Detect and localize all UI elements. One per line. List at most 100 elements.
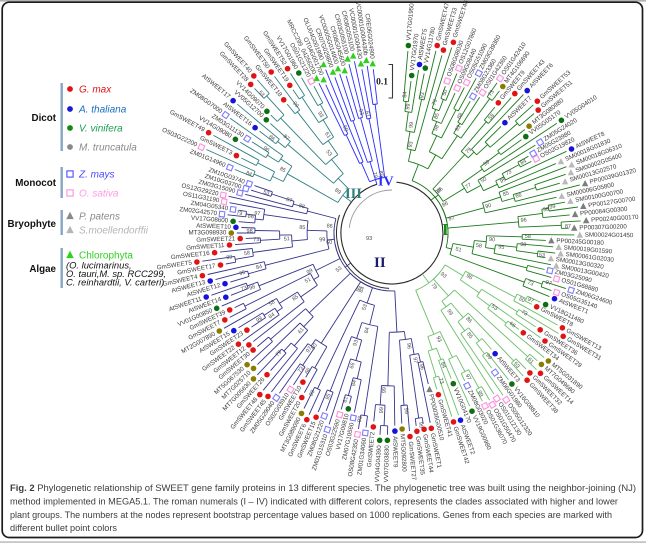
svg-text:SM00024G01450: SM00024G01450 (585, 232, 634, 240)
svg-text:61: 61 (363, 111, 370, 118)
svg-text:61: 61 (323, 131, 331, 139)
svg-text:V. vinifera: V. vinifera (79, 124, 123, 135)
svg-text:53: 53 (490, 304, 498, 312)
svg-text:99: 99 (445, 308, 453, 316)
svg-text:73: 73 (253, 237, 259, 243)
svg-text:95: 95 (239, 270, 247, 277)
svg-text:84: 84 (245, 170, 253, 178)
svg-text:I: I (442, 220, 449, 239)
svg-text:87: 87 (282, 134, 291, 143)
svg-text:95: 95 (325, 393, 333, 401)
svg-text:97: 97 (526, 297, 534, 305)
svg-text:50: 50 (311, 343, 319, 351)
svg-text:66: 66 (304, 367, 312, 375)
svg-text:58: 58 (433, 124, 441, 132)
svg-text:96: 96 (405, 343, 412, 350)
svg-text:99: 99 (402, 408, 408, 415)
svg-text:73: 73 (297, 366, 305, 374)
svg-text:99: 99 (306, 268, 314, 276)
svg-text:53: 53 (257, 90, 266, 99)
svg-text:GmSWEET27: GmSWEET27 (407, 441, 417, 481)
svg-text:93: 93 (366, 236, 372, 242)
svg-text:86: 86 (267, 134, 276, 142)
svg-text:97: 97 (448, 215, 455, 222)
svg-text:84: 84 (439, 361, 447, 369)
svg-text:61: 61 (342, 396, 349, 403)
svg-text:84: 84 (402, 91, 409, 98)
svg-text:88: 88 (456, 112, 464, 120)
svg-text:0.1: 0.1 (376, 78, 388, 88)
svg-text:53: 53 (361, 304, 369, 312)
svg-text:93: 93 (357, 109, 364, 116)
svg-text:50: 50 (517, 296, 525, 304)
svg-text:50: 50 (341, 125, 349, 133)
svg-text:79: 79 (275, 350, 284, 359)
svg-text:IV: IV (378, 175, 394, 190)
svg-text:96: 96 (262, 145, 270, 153)
svg-text:90: 90 (489, 237, 496, 243)
svg-text:93: 93 (408, 141, 415, 148)
svg-text:53: 53 (512, 361, 521, 370)
svg-text:Z. mays: Z. mays (78, 170, 115, 181)
svg-text:VV17G01950: VV17G01950 (405, 3, 415, 41)
svg-text:58: 58 (244, 250, 251, 257)
svg-text:PP00240G00170: PP00240G00170 (591, 214, 639, 224)
svg-text:99: 99 (417, 422, 424, 429)
svg-text:GmSWEET11: GmSWEET11 (186, 242, 225, 252)
svg-text:MT5G092800: MT5G092800 (399, 434, 408, 473)
svg-text:O. sativa: O. sativa (79, 189, 119, 200)
svg-text:58: 58 (268, 299, 276, 307)
svg-text:93: 93 (316, 111, 324, 119)
svg-text:93: 93 (454, 124, 462, 132)
svg-text:66: 66 (508, 321, 517, 329)
svg-text:95: 95 (498, 244, 505, 251)
svg-text:53: 53 (262, 189, 270, 197)
svg-text:84: 84 (358, 286, 366, 294)
svg-text:PP00307G00200: PP00307G00200 (579, 223, 627, 231)
svg-text:VV04G04390: VV04G04390 (374, 445, 383, 483)
svg-text:93: 93 (419, 92, 426, 99)
svg-text:P. patens: P. patens (79, 212, 120, 223)
svg-text:73: 73 (487, 89, 495, 97)
svg-text:99: 99 (255, 315, 263, 323)
svg-text:86: 86 (326, 223, 333, 229)
svg-text:51: 51 (304, 277, 312, 285)
svg-text:VV17G08600: VV17G08600 (191, 215, 229, 225)
svg-text:89: 89 (333, 187, 341, 195)
svg-text:SM00019G01590: SM00019G01590 (563, 244, 612, 255)
svg-text:86: 86 (441, 201, 449, 209)
svg-text:79: 79 (371, 171, 379, 179)
svg-text:73: 73 (520, 309, 528, 317)
svg-text:III: III (345, 186, 362, 202)
svg-text:86: 86 (247, 214, 254, 221)
svg-text:GmSWEET35: GmSWEET35 (414, 436, 426, 476)
svg-text:Chlorophyta: Chlorophyta (79, 251, 133, 262)
svg-text:99: 99 (319, 237, 326, 244)
svg-text:73: 73 (437, 377, 445, 385)
svg-text:Bryophyte: Bryophyte (8, 219, 57, 230)
svg-text:84: 84 (268, 312, 276, 320)
svg-text:85: 85 (291, 294, 299, 302)
svg-text:(O. lucimarinus,: (O. lucimarinus, (66, 260, 132, 271)
svg-text:85: 85 (465, 332, 473, 340)
svg-text:S.moellendorffii: S.moellendorffii (79, 226, 149, 237)
svg-text:97: 97 (545, 280, 553, 288)
svg-text:99: 99 (355, 285, 363, 293)
svg-text:96: 96 (418, 363, 425, 370)
svg-text:VV07G03830: VV07G03830 (383, 445, 391, 483)
svg-text:99: 99 (435, 187, 444, 196)
svg-text:90: 90 (485, 203, 492, 210)
svg-text:87: 87 (565, 224, 571, 230)
svg-text:99: 99 (408, 121, 415, 128)
svg-text:98: 98 (543, 207, 550, 214)
svg-text:plant groups. The numbers at t: plant groups. The numbers at the nodes r… (10, 510, 612, 520)
svg-text:97: 97 (464, 373, 472, 381)
svg-text:85: 85 (299, 225, 305, 231)
svg-text:method implemented in MEGA5.1.: method implemented in MEGA5.1. The roman… (10, 497, 618, 507)
svg-text:Algae: Algae (29, 264, 56, 275)
svg-text:98: 98 (248, 284, 256, 292)
svg-text:87: 87 (285, 197, 293, 205)
svg-text:C. reinhardtii, V. carteri): C. reinhardtii, V. carteri) (66, 277, 164, 288)
svg-text:II: II (374, 255, 386, 271)
svg-text:86: 86 (464, 316, 473, 325)
